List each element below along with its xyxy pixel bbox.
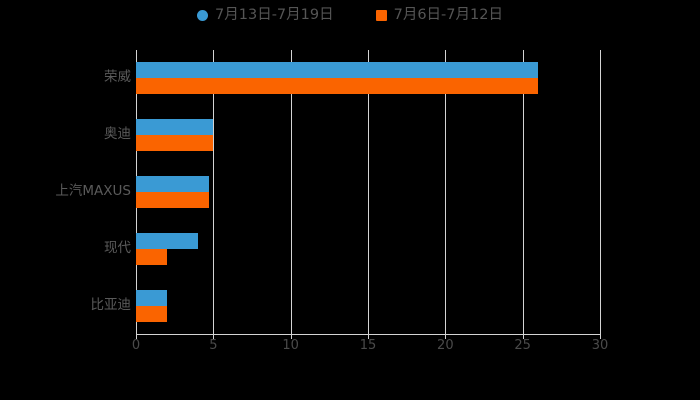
gridline <box>522 50 524 334</box>
y-axis-label: 奥迪 <box>104 126 131 143</box>
x-tick-label: 15 <box>359 338 377 353</box>
x-tick-label: 10 <box>282 338 299 353</box>
x-tick-mark <box>600 334 601 339</box>
y-axis-label: 荣威 <box>104 69 131 86</box>
bar-segment[interactable] <box>136 248 167 265</box>
x-tick-label: 20 <box>437 338 454 353</box>
legend-label-series-1: 7月13日-7月19日 <box>215 7 334 23</box>
bar-segment[interactable] <box>136 192 209 208</box>
y-axis-label: 现代 <box>104 239 131 256</box>
bar-segment[interactable] <box>136 62 539 79</box>
gridline <box>213 50 215 334</box>
x-tick-label: 5 <box>209 338 218 353</box>
legend-item-series-1[interactable]: 7月13日-7月19日 <box>197 8 334 23</box>
bar-segment[interactable] <box>136 232 198 249</box>
y-axis-label: 比亚迪 <box>90 296 132 313</box>
x-tick-mark <box>290 334 292 339</box>
gridline <box>445 50 447 334</box>
gridline <box>368 50 369 334</box>
bar-segment[interactable] <box>136 135 214 152</box>
legend-dot-icon <box>197 10 209 21</box>
x-tick-mark <box>368 334 369 339</box>
bar-segment[interactable] <box>136 119 214 136</box>
y-axis-label: 上汽MAXUS <box>55 183 131 199</box>
x-tick-mark <box>522 334 524 339</box>
legend-item-series-2[interactable]: 7月6日-7月12日 <box>375 7 503 23</box>
legend-square-icon <box>375 10 387 21</box>
legend-label-series-2: 7月6日-7月12日 <box>393 7 503 23</box>
x-tick-mark <box>445 334 447 339</box>
x-tick-label: 30 <box>591 338 609 353</box>
x-tick-label: 0 <box>131 338 141 353</box>
x-tick-mark <box>136 334 137 339</box>
chart-legend: 7月13日-7月19日 7月6日-7月12日 <box>0 8 700 23</box>
gridline <box>600 50 601 334</box>
gridline <box>290 50 292 334</box>
bar-segment[interactable] <box>136 305 167 322</box>
bar-segment[interactable] <box>136 176 209 192</box>
x-tick-mark <box>213 334 215 339</box>
bar-segment[interactable] <box>136 289 167 306</box>
bar-segment[interactable] <box>136 78 539 95</box>
x-tick-label: 25 <box>514 338 531 353</box>
